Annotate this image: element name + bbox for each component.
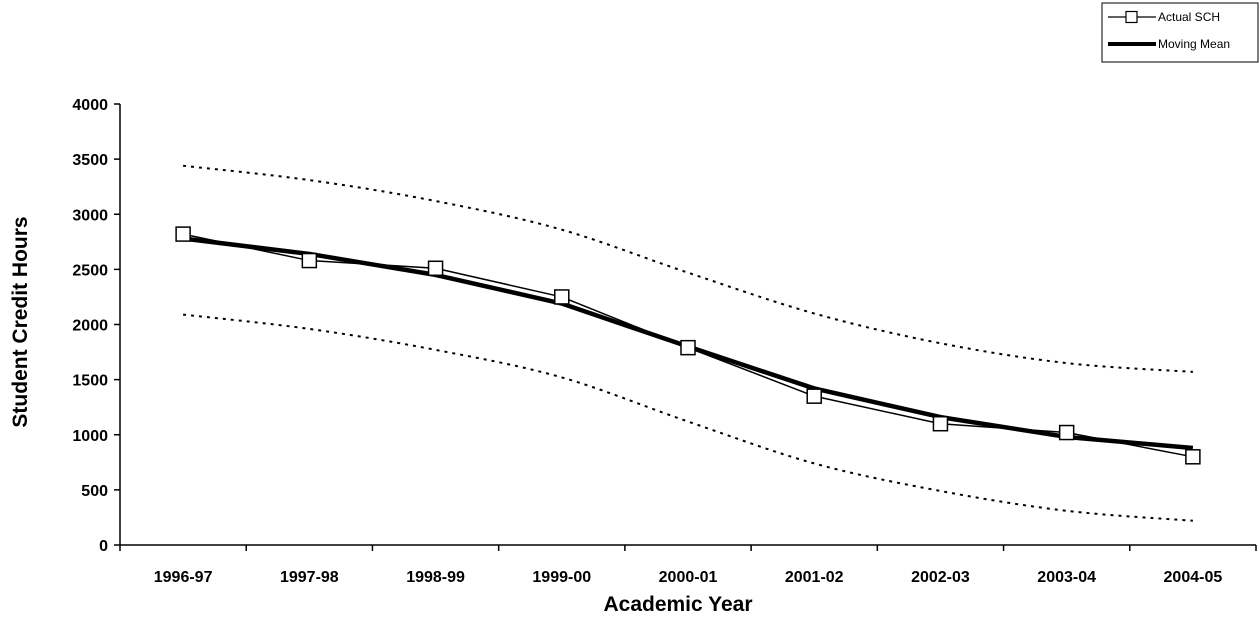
y-tick-label: 2000: [72, 318, 108, 335]
actual-sch-point-marker: [806, 388, 822, 404]
legend-label-actual-sch: Actual SCH: [1158, 10, 1220, 24]
x-tick-label: 2002-03: [911, 569, 970, 586]
x-axis-title: Academic Year: [603, 593, 752, 616]
x-tick-label: 1999-00: [532, 569, 591, 586]
x-tick-label: 2004-05: [1164, 569, 1223, 586]
actual-sch-point-marker: [1058, 424, 1075, 441]
y-tick-label: 4000: [72, 97, 108, 114]
y-tick-label: 3500: [72, 152, 108, 169]
actual-sch-point-marker: [175, 226, 191, 242]
y-tick-label: 500: [81, 483, 108, 500]
y-tick-label: 1500: [72, 373, 108, 390]
y-tick-label: 0: [99, 538, 108, 555]
axes: [119, 104, 1256, 546]
legend: Actual SCH Moving Mean: [1101, 2, 1259, 63]
x-tick-label: 1996-97: [154, 569, 213, 586]
actual-sch-point-marker: [427, 260, 444, 277]
legend-marker-square: [1125, 10, 1138, 24]
x-tick-label: 1998-99: [406, 569, 465, 586]
y-axis-title: Student Credit Hours: [9, 216, 32, 427]
x-tick-label: 2003-04: [1037, 569, 1096, 586]
y-ticks: 0 500 1000 1500 2000 2500 3000 3500 4000: [72, 97, 120, 555]
actual-sch-point-marker: [1185, 449, 1201, 465]
actual-sch-point-marker: [932, 415, 949, 432]
x-tick-label: 1997-98: [280, 569, 339, 586]
legend-label-moving-mean: Moving Mean: [1158, 37, 1230, 51]
y-tick-label: 1000: [72, 428, 108, 445]
actual-sch-point-marker: [301, 252, 318, 269]
x-ticks: 1996-97 1997-98 1998-99 1999-00 2000-01 2001-…: [119, 545, 1257, 586]
x-tick-label: 2001-02: [785, 569, 844, 586]
y-tick-label: 3000: [72, 207, 108, 224]
x-tick-label: 2000-01: [659, 569, 718, 586]
actual-sch-point-marker: [680, 339, 696, 356]
actual-sch-point-marker: [554, 289, 570, 305]
plot-area: [175, 164, 1201, 522]
y-tick-label: 2500: [72, 262, 108, 279]
